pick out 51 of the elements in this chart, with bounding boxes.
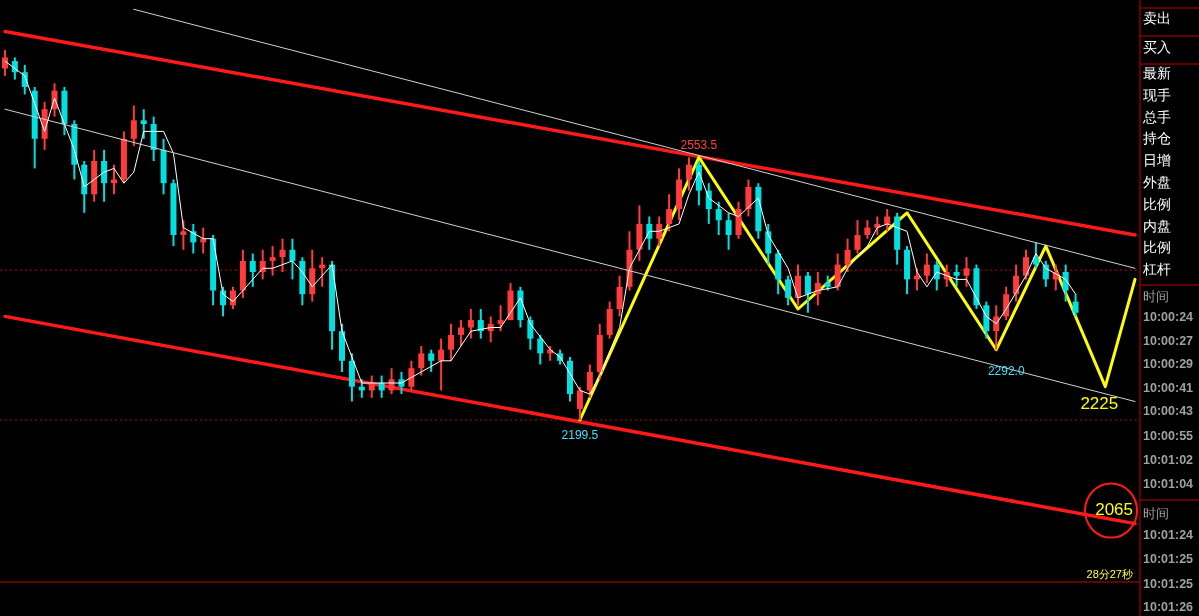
text: 2065 <box>1095 499 1134 519</box>
candlestick <box>953 263 960 288</box>
candlestick <box>725 211 732 251</box>
candlestick <box>537 333 544 366</box>
annotation: 2553.5 <box>680 138 718 153</box>
candlestick <box>428 348 435 373</box>
candlestick <box>874 215 881 236</box>
text: 2199.5 <box>561 428 599 442</box>
side-panel: 卖出 买入 最新 现手 总手 持仓 日增 外盘 比例 内盘 比例 杠杆 时间 10:00:24 10:00:27 10:00:29 10:00:41 10:00:43 10:00:55 10:01:02 10:01:04 时间 10:01:24 10:01:25 10:01:25 10:01:26 <box>1139 7 1199 614</box>
candlestick <box>1062 263 1069 303</box>
candlestick <box>249 252 256 288</box>
candlestick <box>745 178 752 218</box>
candlestick <box>844 237 851 273</box>
candlestick <box>715 200 722 236</box>
candlestick <box>576 385 583 421</box>
candlestick <box>765 222 772 266</box>
candlestick <box>1 49 8 77</box>
candlestick <box>586 363 593 399</box>
candlestick <box>101 148 108 203</box>
candlestick <box>656 215 663 248</box>
candlestick <box>884 208 891 233</box>
candlestick <box>438 337 445 392</box>
candlestick <box>666 193 673 233</box>
candlestick <box>497 304 504 333</box>
candlestick <box>527 315 534 351</box>
candlestick <box>408 359 415 392</box>
candlestick <box>467 308 474 340</box>
candlestick <box>269 245 276 277</box>
candlestick <box>834 252 841 292</box>
candlestick <box>140 108 147 140</box>
candlestick <box>289 237 296 281</box>
candlestick <box>785 274 792 307</box>
candlestick <box>1032 241 1039 270</box>
candlestick <box>457 319 464 347</box>
text: 28分27秒 <box>1086 568 1133 580</box>
candlestick <box>130 104 137 148</box>
candlestick <box>923 252 930 285</box>
candlestick <box>616 274 623 318</box>
annotation: 2292.0 <box>987 363 1025 378</box>
candlestick <box>180 219 187 251</box>
candlestick <box>279 237 286 273</box>
candlestick <box>854 219 861 255</box>
annotation: 2225 <box>1080 393 1119 413</box>
candlestick <box>1072 293 1079 318</box>
candlestick <box>963 256 970 288</box>
candlestick <box>804 271 811 314</box>
candlestick <box>1023 248 1029 281</box>
candlestick <box>448 322 455 362</box>
candlestick <box>418 345 425 377</box>
candlestick <box>685 156 692 192</box>
candlestick <box>864 219 871 240</box>
